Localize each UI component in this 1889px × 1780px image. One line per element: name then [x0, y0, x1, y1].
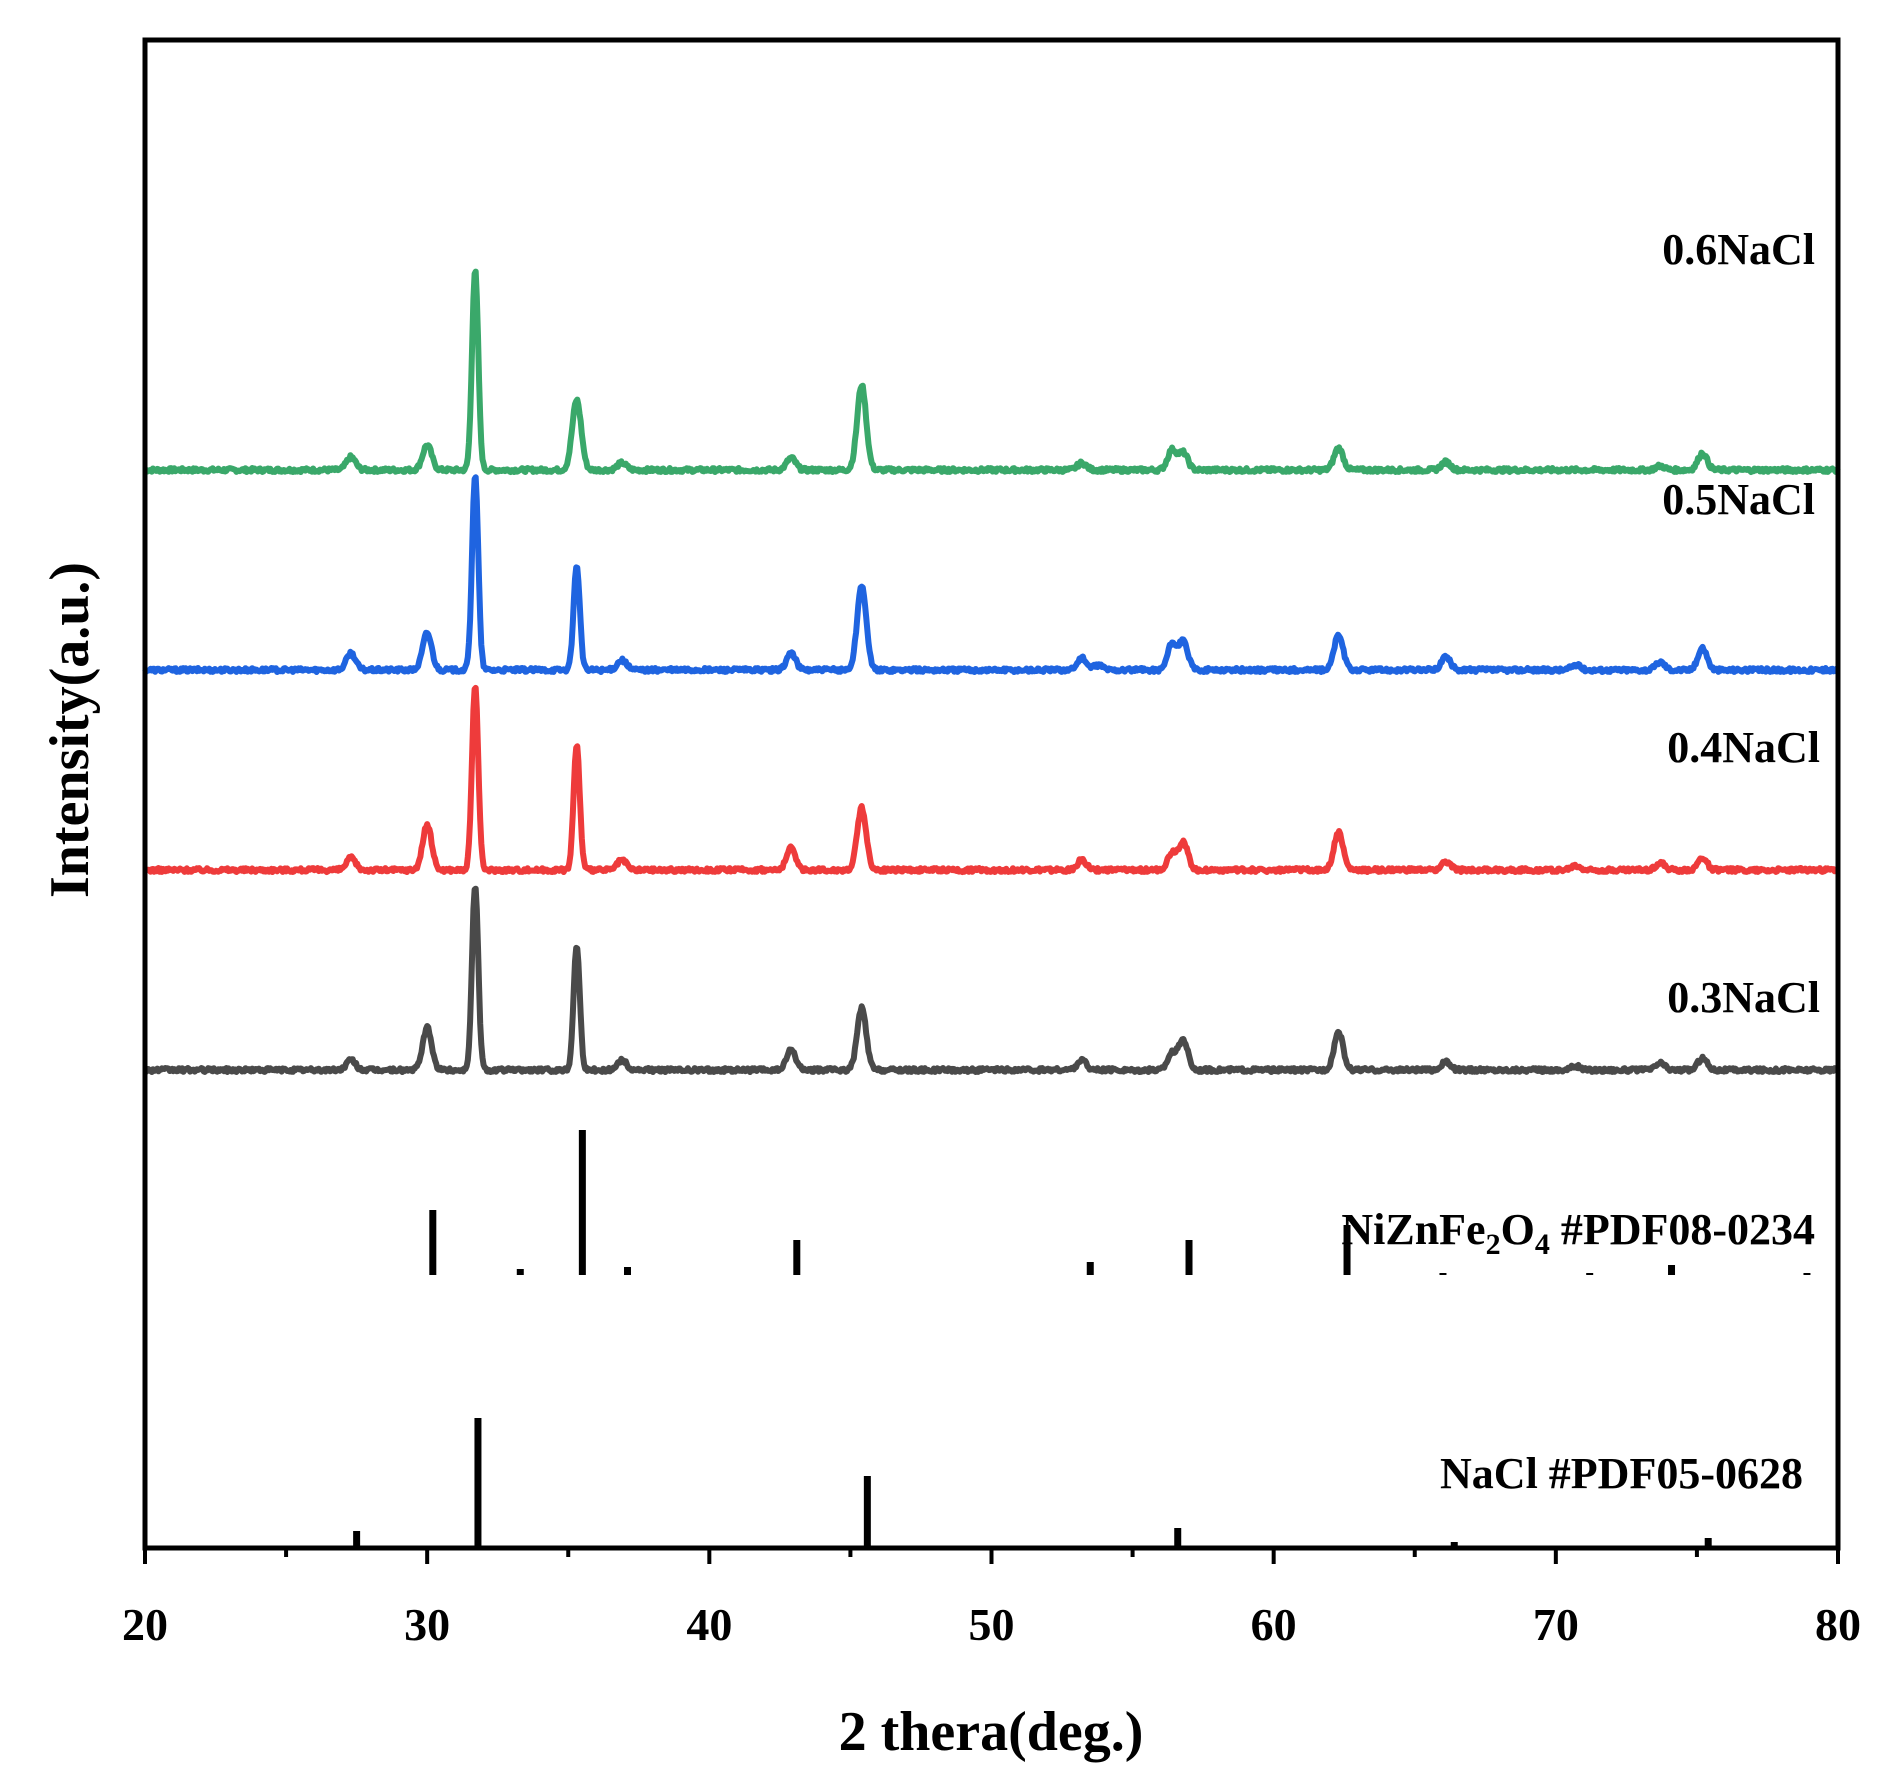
- x-tick-label-30: 30: [404, 1599, 450, 1650]
- series-line-0.5NaCl: [142, 474, 1840, 675]
- reference-label-nizn-ferrite: NiZnFe2O4 #PDF08-0234: [1341, 1205, 1815, 1261]
- x-axis-title: 2 thera(deg.): [839, 1701, 1144, 1763]
- series-label-0.5NaCl: 0.5NaCl: [1662, 475, 1815, 524]
- series-line-0.4NaCl: [142, 684, 1840, 875]
- series-label-0.6NaCl: 0.6NaCl: [1662, 225, 1815, 274]
- x-tick-label-60: 60: [1251, 1599, 1297, 1650]
- reference-label-nacl: NaCl #PDF05-0628: [1440, 1449, 1803, 1498]
- series-line-0.3NaCl: [143, 885, 1841, 1075]
- x-axis-ticks: 20 30 40 50 60 70 80: [122, 1548, 1861, 1650]
- reference-patterns: [353, 1130, 1811, 1548]
- series-label-0.3NaCl: 0.3NaCl: [1667, 973, 1820, 1022]
- x-tick-label-40: 40: [686, 1599, 732, 1650]
- series-traces: [142, 268, 1841, 1075]
- x-tick-label-50: 50: [969, 1599, 1015, 1650]
- series-line-0.6NaCl: [143, 268, 1841, 475]
- x-tick-label-80: 80: [1815, 1599, 1861, 1650]
- plot-frame: [142, 37, 1841, 1551]
- x-tick-label-20: 20: [122, 1599, 168, 1650]
- y-axis-title: Intensity(a.u.): [39, 562, 101, 898]
- x-tick-label-70: 70: [1533, 1599, 1579, 1650]
- series-label-0.4NaCl: 0.4NaCl: [1667, 723, 1820, 772]
